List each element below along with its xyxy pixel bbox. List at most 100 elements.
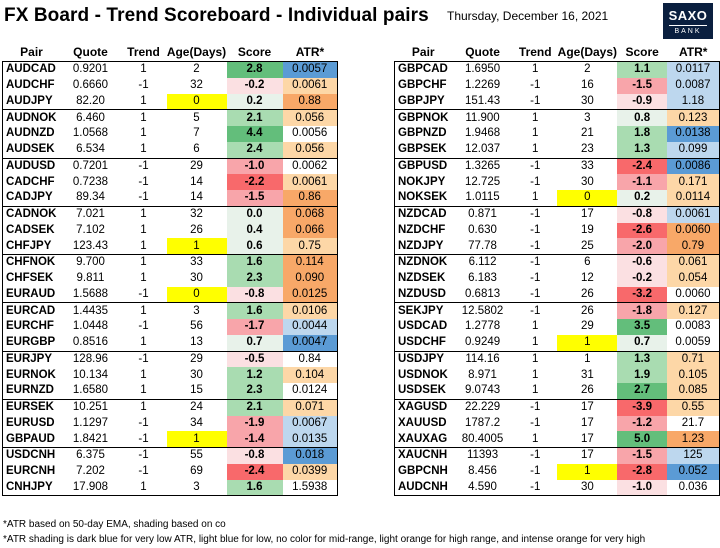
- cell-atr: 0.79: [666, 238, 720, 255]
- cell-pair: USDCNH: [2, 446, 61, 464]
- cell-score: -1.9: [226, 415, 283, 432]
- cell-quote: 8.971: [468, 368, 497, 381]
- cell-atr: 0.0057: [282, 61, 338, 78]
- cell-quote: 10.134: [72, 368, 109, 381]
- cell-age: 14: [190, 191, 203, 204]
- table-row: XAUXAG 80.4005 1 17 5.0 1.23: [393, 431, 720, 448]
- cell-atr: 0.0060: [666, 222, 720, 239]
- cell-quote: 1.2778: [464, 320, 501, 333]
- cell-trend: 1: [532, 336, 539, 349]
- left-header-row: Pair Quote Trend Age(Days) Score ATR*: [2, 43, 338, 62]
- cell-score: 0.2: [617, 190, 667, 207]
- saxo-bank-logo: SAXO BANK: [663, 3, 713, 39]
- cell-pair: CADCHF: [2, 174, 61, 190]
- cell-pair: CADSEK: [2, 222, 61, 239]
- cell-pair: GBPNOK: [393, 109, 452, 126]
- cell-trend: -1: [530, 416, 541, 429]
- page-title: FX Board - Trend Scoreboard - Individual…: [4, 5, 429, 26]
- cell-trend: -1: [513, 302, 558, 319]
- cell-score: -0.8: [226, 446, 283, 464]
- cell-trend: 1: [532, 143, 539, 156]
- cell-score: 1.6: [226, 479, 283, 497]
- cell-score: 5.0: [617, 431, 667, 448]
- cell-pair: AUDCAD: [2, 61, 61, 78]
- right-col-header-atr: ATR*: [666, 43, 720, 62]
- cell-pair: USDCAD: [393, 319, 452, 335]
- cell-quote: 128.96: [60, 350, 121, 368]
- cell-score: 1.6: [226, 253, 283, 271]
- cell-score: 0.4: [226, 222, 283, 239]
- cell-trend: 1: [532, 63, 539, 76]
- cell-atr: 0.0124: [282, 383, 338, 400]
- cell-pair: GBPCAD: [393, 61, 452, 78]
- cell-trend: -1: [138, 79, 149, 92]
- cell-age: 3: [166, 479, 227, 497]
- cell-trend: 1: [513, 109, 558, 126]
- left-col-header-score: Score: [226, 43, 283, 62]
- cell-trend: 1: [120, 479, 167, 497]
- table-row: GBPUSD 1.3265 -1 33 -2.4 0.0086: [393, 157, 720, 175]
- cell-quote: 12.5802: [451, 302, 514, 319]
- cell-atr: 0.054: [666, 270, 720, 287]
- table-row: GBPJPY 151.43 -1 30 -0.9 1.18: [393, 93, 720, 110]
- cell-trend: 1: [532, 368, 539, 381]
- cell-atr: 1.5938: [282, 479, 338, 497]
- cell-pair: XAUCNH: [393, 446, 452, 464]
- cell-age: 29: [166, 350, 227, 368]
- table-row: EURJPY 128.96 -1 29 -0.5 0.84: [2, 350, 338, 368]
- cell-atr: 0.0059: [666, 334, 720, 351]
- table-row: USDCNH 6.375 -1 55 -0.8 0.018: [2, 446, 338, 464]
- table-row: CADCHF 0.7238 -1 14 -2.2 0.0061: [2, 174, 338, 190]
- cell-score: -1.0: [617, 479, 667, 497]
- cell-quote: 6.534: [76, 143, 105, 156]
- cell-atr: 0.068: [282, 205, 338, 223]
- cell-pair: NZDUSD: [393, 286, 452, 303]
- cell-age: 31: [580, 368, 594, 381]
- cell-pair: USDNOK: [393, 367, 452, 383]
- table-row: USDCAD 1.2778 1 29 3.5 0.0083: [393, 319, 720, 335]
- cell-atr: 0.018: [282, 446, 338, 464]
- cell-pair: XAGUSD: [393, 398, 452, 416]
- cell-pair: GBPCNH: [393, 463, 452, 480]
- cell-score: 1.2: [226, 367, 283, 383]
- cell-trend: 1: [140, 143, 147, 156]
- cell-pair: AUDNOK: [2, 109, 61, 126]
- cell-score: 2.1: [226, 398, 283, 416]
- cell-quote: 12.037: [464, 143, 501, 156]
- left-col-header-trend: Trend: [120, 43, 167, 62]
- cell-atr: 0.114: [282, 253, 338, 271]
- cell-age: 19: [580, 223, 594, 236]
- right-scoreboard-table: Pair Quote Trend Age(Days) Score ATR* GBPCAD 1…: [393, 43, 720, 497]
- cell-quote: 151.43: [464, 94, 501, 107]
- table-row: GBPCNH 8.456 -1 1 -2.8 0.052: [393, 463, 720, 480]
- cell-score: 0.6: [226, 238, 283, 255]
- cell-age: 17: [557, 446, 618, 464]
- cell-quote: 82.20: [76, 94, 105, 107]
- cell-age: 26: [580, 287, 594, 300]
- table-row: USDJPY 114.16 1 1 1.3 0.71: [393, 350, 720, 368]
- cell-atr: 0.0399: [282, 463, 338, 480]
- cell-pair: AUDCHF: [2, 77, 61, 94]
- cell-quote: 6.112: [451, 253, 514, 271]
- cell-age: 0: [557, 190, 618, 207]
- cell-atr: 0.066: [282, 222, 338, 239]
- cell-trend: 1: [532, 191, 539, 204]
- cell-age: 30: [557, 479, 618, 497]
- cell-age: 24: [166, 398, 227, 416]
- cell-age: 29: [580, 320, 594, 333]
- cell-quote: 1.8421: [72, 432, 109, 445]
- cell-trend: -1: [138, 320, 149, 333]
- table-row: GBPCHF 1.2269 -1 16 -1.5 0.0087: [393, 77, 720, 94]
- cell-score: -2.4: [226, 463, 283, 480]
- table-row: XAUCNH 11393 -1 17 -1.5 125: [393, 446, 720, 464]
- cell-atr: 0.171: [666, 174, 720, 190]
- cell-trend: -1: [513, 446, 558, 464]
- cell-trend: 1: [140, 272, 147, 285]
- cell-pair: SEKJPY: [393, 302, 452, 319]
- table-row: EURCNH 7.202 -1 69 -2.4 0.0399: [2, 463, 338, 480]
- cell-atr: 0.55: [666, 398, 720, 416]
- left-col-header-quote: Quote: [60, 43, 121, 62]
- cell-pair: NOKJPY: [393, 174, 452, 190]
- cell-trend: 1: [140, 127, 147, 140]
- right-col-header-age: Age(Days): [557, 43, 618, 62]
